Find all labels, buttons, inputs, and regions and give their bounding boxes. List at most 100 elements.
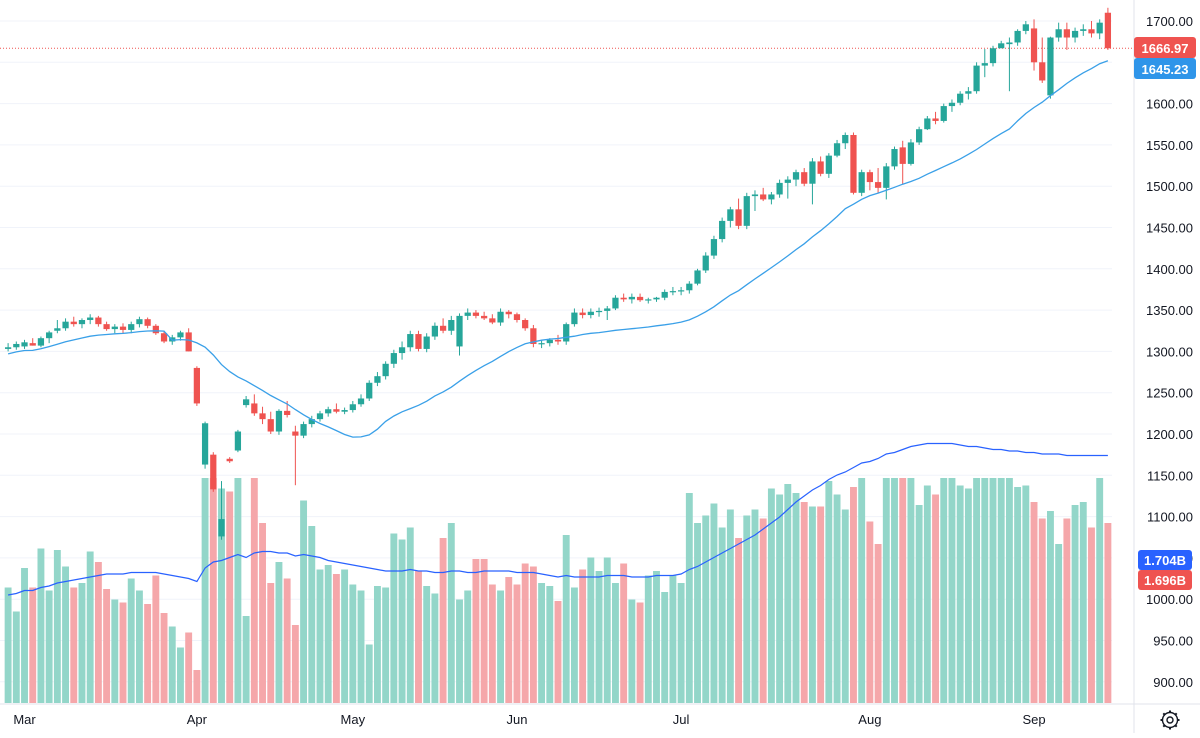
candle (612, 295, 619, 311)
candle (907, 139, 915, 166)
volume-bar (767, 488, 775, 703)
x-tick-label: Jul (673, 712, 690, 727)
candle (4, 343, 12, 352)
y-tick-label: 1600.00 (1146, 97, 1193, 112)
volume-bar (488, 584, 496, 703)
volume-bar (423, 586, 431, 703)
candle-body (1006, 42, 1013, 45)
y-tick-label: 1150.00 (1147, 468, 1193, 483)
candle (743, 192, 750, 230)
volume-bar (612, 583, 619, 703)
candle-body (4, 347, 12, 349)
volume-bar (743, 515, 751, 703)
candle-body (924, 118, 931, 130)
candle-body (193, 367, 200, 404)
candle-body (456, 315, 463, 347)
candle-body (645, 299, 652, 301)
candle-body (29, 343, 36, 346)
volume-bar (874, 544, 882, 703)
candle-body (152, 325, 159, 334)
volume-bar (694, 523, 701, 703)
last-price-label: 1666.97 (1134, 37, 1196, 58)
volume-bar (267, 583, 275, 703)
candle-body (1071, 30, 1079, 38)
candle (1104, 7, 1112, 50)
candle (390, 349, 397, 368)
candle-body (251, 403, 258, 414)
volume-bar (390, 533, 398, 703)
candle-body (587, 311, 594, 316)
candle-body (431, 325, 439, 337)
grid (0, 20, 1112, 683)
x-tick-label: Mar (13, 712, 36, 727)
candle (899, 140, 906, 185)
volume-bar (850, 487, 857, 703)
candle (136, 316, 143, 328)
candle (842, 132, 849, 150)
candle-body (275, 410, 283, 432)
volume-bar (1030, 502, 1038, 703)
candle-body (1014, 30, 1021, 43)
volume-bar (1079, 502, 1087, 703)
candle (948, 99, 956, 112)
candle-body (1030, 28, 1038, 63)
volume-bar (579, 569, 587, 703)
volume-bar (218, 488, 225, 703)
svg-text:1.704B: 1.704B (1144, 553, 1186, 568)
candle (727, 206, 734, 228)
y-tick-label: 1500.00 (1146, 179, 1193, 194)
candle-body (242, 399, 250, 406)
candle (751, 190, 759, 211)
candle-body (1055, 29, 1062, 38)
candle (152, 324, 159, 335)
volume-bar (661, 592, 669, 703)
gear-icon[interactable] (1160, 710, 1180, 730)
volume-bar (127, 578, 135, 703)
volume-bar (726, 509, 734, 703)
volume-bar (349, 584, 357, 703)
volume-last-label: 1.696B (1138, 570, 1192, 590)
volume-bar (841, 509, 849, 703)
volume-bar (201, 478, 209, 703)
candle (513, 312, 521, 323)
candle-body (119, 326, 127, 330)
candle-body (366, 382, 373, 399)
candle-body (37, 338, 45, 346)
volume-bar (1046, 511, 1054, 703)
candle-body (719, 220, 726, 240)
candle-body (694, 270, 701, 284)
candle-body (1096, 22, 1103, 34)
svg-text:1666.97: 1666.97 (1142, 41, 1189, 56)
candle (645, 297, 652, 304)
candle-body (103, 324, 110, 330)
candle-body (382, 363, 389, 377)
y-tick-label: 1300.00 (1146, 344, 1193, 359)
volume-bar (324, 565, 332, 703)
candle (218, 481, 225, 540)
candle (694, 268, 701, 286)
candle (784, 176, 791, 199)
volume-bar (964, 488, 972, 703)
candle (78, 318, 86, 329)
candle (554, 334, 562, 345)
candle-body (661, 291, 668, 298)
volume-bar (4, 587, 12, 703)
axis-labels: 1666.97 1645.23 1.704B 1.696B (1134, 37, 1196, 590)
candle (792, 169, 800, 187)
candle (710, 235, 718, 259)
candle-body (210, 454, 217, 490)
candle (95, 315, 102, 327)
candle (817, 156, 824, 177)
candle-body (563, 324, 570, 342)
candle-body (489, 318, 496, 323)
candle (587, 308, 594, 319)
candle (87, 314, 94, 325)
volume-bar (275, 562, 283, 703)
candle (308, 415, 315, 428)
candle-body (177, 332, 184, 338)
candle (415, 330, 422, 352)
volume-bar (940, 478, 948, 703)
candle (768, 191, 775, 205)
